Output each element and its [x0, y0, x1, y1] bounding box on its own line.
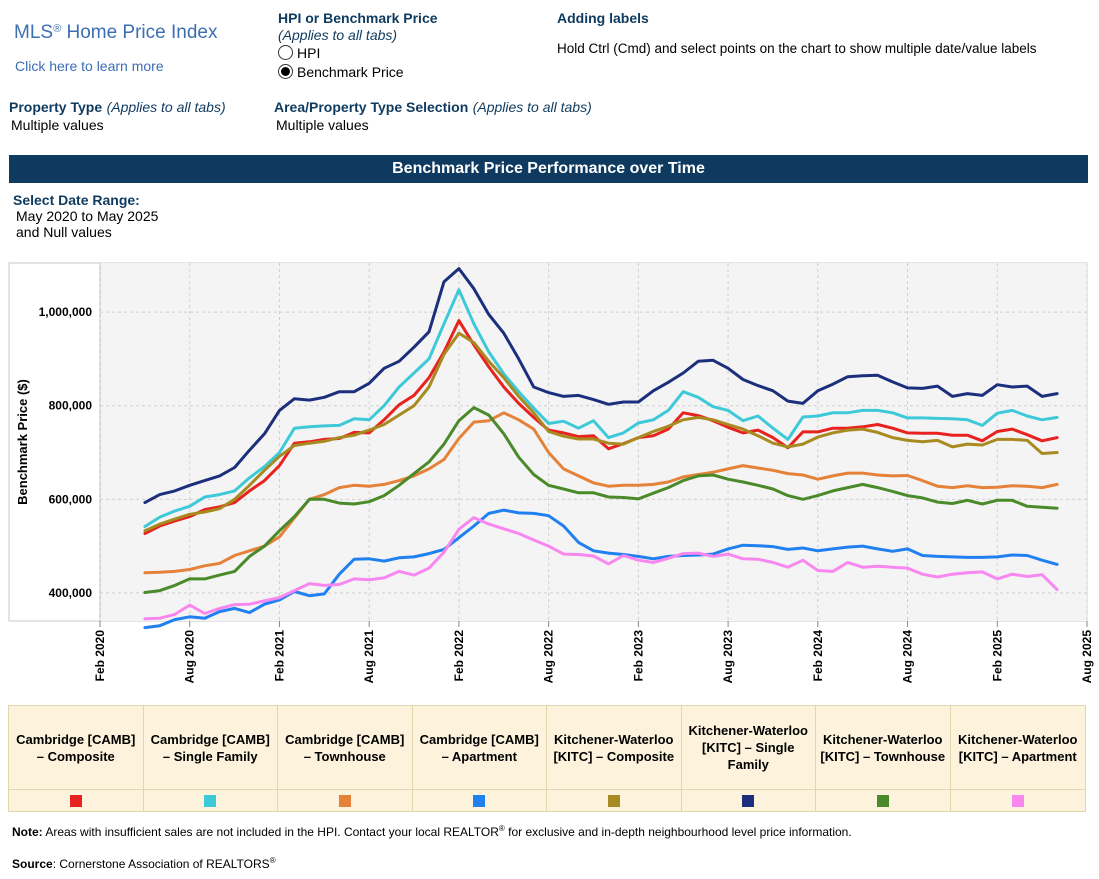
legend-swatch-cell: [547, 789, 681, 812]
area-property-label: Area/Property Type Selection: [274, 99, 469, 115]
legend-color-swatch: [473, 795, 486, 807]
property-type-note: (Applies to all tabs): [106, 99, 226, 115]
series-line[interactable]: [143, 508, 1059, 630]
learn-more-link[interactable]: Click here to learn more: [15, 58, 164, 74]
legend-item-label: Kitchener-Waterloo [KITC] – Townhouse: [820, 731, 946, 764]
adding-labels-text: Hold Ctrl (Cmd) and select points on the…: [557, 41, 1037, 56]
property-type-label: Property Type: [9, 99, 103, 115]
legend-item[interactable]: Cambridge [CAMB] – Apartment: [412, 706, 547, 812]
legend-color-swatch: [338, 795, 351, 807]
area-property-value[interactable]: Multiple values: [276, 117, 369, 133]
source-reg-mark: ®: [269, 856, 276, 865]
footer-note: Note: Areas with insufficient sales are …: [12, 824, 852, 839]
y-tick-label: 400,000: [49, 586, 93, 600]
radio-benchmark-price[interactable]: Benchmark Price: [278, 62, 438, 81]
series-line[interactable]: [143, 288, 1059, 528]
note-reg-mark: ®: [498, 824, 505, 833]
y-tick-label: 600,000: [49, 492, 93, 506]
x-tick-label: Aug 2020: [183, 630, 197, 684]
legend-item[interactable]: Cambridge [CAMB] – Townhouse: [278, 706, 413, 812]
x-tick-label: Aug 2025: [1080, 630, 1094, 684]
legend-item[interactable]: Cambridge [CAMB] – Composite: [9, 706, 144, 812]
area-property-filter[interactable]: Area/Property Type Selection (Applies to…: [274, 99, 592, 133]
x-tick-label: Feb 2021: [272, 630, 286, 682]
legend-item-label: Kitchener-Waterloo [KITC] – Apartment: [958, 731, 1078, 764]
property-type-filter[interactable]: Property Type (Applies to all tabs) Mult…: [9, 99, 226, 133]
note-text: Areas with insufficient sales are not in…: [42, 825, 499, 839]
legend-swatch-cell: [816, 789, 950, 812]
legend-swatch-cell: [412, 789, 546, 812]
legend-item[interactable]: Kitchener-Waterloo [KITC] – Composite: [547, 706, 682, 812]
series-legend: Cambridge [CAMB] – Composite Cambridge [C…: [8, 705, 1086, 812]
legend-item-label: Cambridge [CAMB] – Townhouse: [285, 731, 405, 764]
legend-item[interactable]: Kitchener-Waterloo [KITC] – Townhouse: [816, 706, 951, 812]
legend-swatch-cell: [9, 789, 143, 812]
legend-color-swatch: [607, 795, 620, 807]
legend-swatch-cell: [143, 789, 277, 812]
series-line[interactable]: [143, 406, 1059, 594]
legend-item-label: Kitchener-Waterloo [KITC] – Single Famil…: [688, 723, 808, 772]
legend-item-label: Cambridge [CAMB] – Composite: [16, 731, 136, 764]
source-text: : Cornerstone Association of REALTORS: [52, 857, 270, 871]
series-line[interactable]: [143, 267, 1059, 505]
date-range-value-line2[interactable]: and Null values: [16, 224, 112, 240]
legend-item[interactable]: Kitchener-Waterloo [KITC] – Single Famil…: [681, 706, 816, 812]
logo-title-mls: MLS: [14, 22, 54, 43]
x-tick-label: Aug 2024: [901, 630, 915, 684]
legend-color-swatch: [1011, 795, 1024, 807]
benchmark-price-chart[interactable]: 400,000 600,000 800,000 1,000,000 Feb 2020 A…: [0, 255, 1099, 705]
source-label: Source: [12, 857, 53, 871]
radio-selected-dot: [281, 67, 290, 76]
x-tick-label: Feb 2020: [93, 630, 107, 682]
x-tick-label: Feb 2022: [452, 630, 466, 682]
area-property-note: (Applies to all tabs): [472, 99, 592, 115]
legend-swatch-cell: [278, 789, 412, 812]
legend-item-label: Cambridge [CAMB] – Apartment: [419, 731, 539, 764]
section-banner: Benchmark Price Performance over Time: [9, 155, 1088, 183]
legend-swatch-cell: [950, 789, 1085, 812]
property-type-value[interactable]: Multiple values: [11, 117, 104, 133]
hpi-selector-title: HPI or Benchmark Price: [278, 10, 438, 26]
date-range-value-line1[interactable]: May 2020 to May 2025: [16, 208, 159, 224]
adding-labels-title: Adding labels: [557, 10, 649, 26]
x-tick-label: Aug 2022: [542, 630, 556, 684]
x-tick-label: Feb 2023: [631, 630, 645, 682]
date-range-label: Select Date Range:: [13, 192, 140, 208]
x-tick-label: Aug 2021: [362, 630, 376, 684]
radio-hpi[interactable]: HPI: [278, 43, 438, 62]
x-tick-label: Aug 2023: [721, 630, 735, 684]
series-line[interactable]: [143, 516, 1059, 621]
legend-color-swatch: [204, 795, 217, 807]
hpi-selector-note: (Applies to all tabs): [278, 27, 398, 43]
legend-color-swatch: [876, 795, 889, 807]
legend-swatch-cell: [681, 789, 815, 812]
note-text-2: for exclusive and in-depth neighbourhood…: [504, 825, 852, 839]
mls-hpi-logo-title: MLS® Home Price Index: [14, 22, 217, 44]
radio-hpi-circle[interactable]: [278, 45, 293, 60]
legend-color-swatch: [742, 795, 755, 807]
radio-benchmark-label: Benchmark Price: [297, 63, 404, 80]
y-tick-label: 800,000: [49, 399, 93, 413]
legend-item-label: Kitchener-Waterloo [KITC] – Composite: [553, 731, 675, 764]
y-tick-label: 1,000,000: [39, 305, 93, 319]
legend-item-label: Cambridge [CAMB] – Single Family: [150, 731, 270, 764]
x-tick-label: Feb 2024: [811, 630, 825, 682]
logo-title-rest: Home Price Index: [61, 22, 218, 43]
logo-registered-mark: ®: [53, 23, 62, 35]
legend-item[interactable]: Kitchener-Waterloo [KITC] – Apartment: [950, 706, 1085, 812]
radio-benchmark-circle[interactable]: [278, 64, 293, 79]
legend-color-swatch: [69, 795, 82, 807]
x-tick-label: Feb 2025: [990, 630, 1004, 682]
series-line[interactable]: [143, 331, 1059, 533]
radio-hpi-label: HPI: [297, 44, 321, 61]
hpi-benchmark-selector: HPI or Benchmark Price (Applies to all t…: [278, 10, 438, 81]
note-label: Note:: [12, 825, 43, 839]
date-range-filter[interactable]: Select Date Range: May 2020 to May 2025 …: [13, 192, 158, 240]
y-axis-label: Benchmark Price ($): [15, 379, 30, 505]
footer-source: Source: Cornerstone Association of REALT…: [12, 856, 276, 871]
legend-item[interactable]: Cambridge [CAMB] – Single Family: [143, 706, 278, 812]
